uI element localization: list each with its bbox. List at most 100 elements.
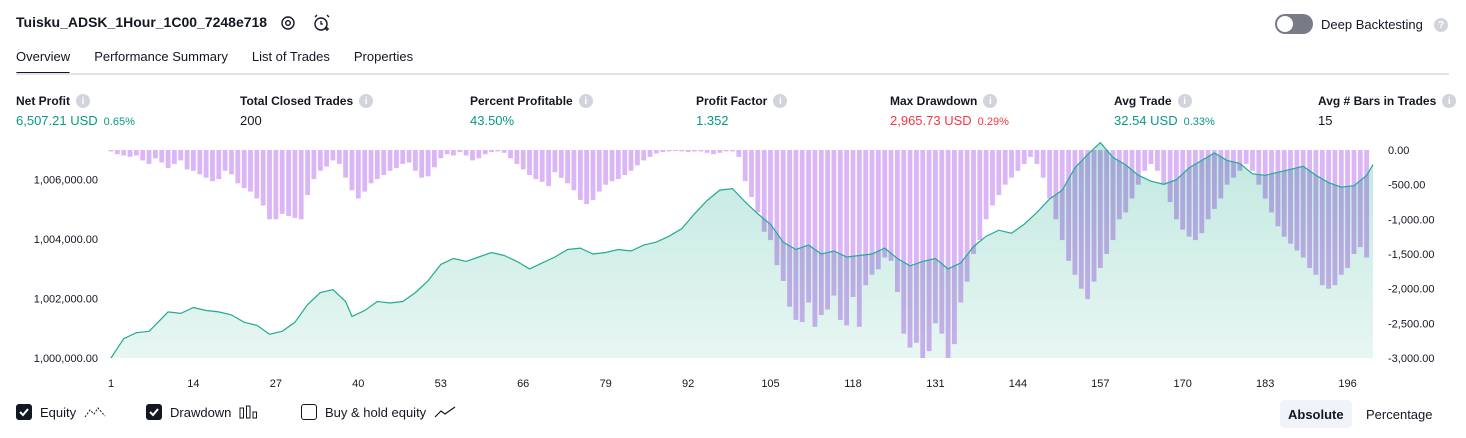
drawdown-bar [812,150,818,327]
metric-value: 15 [1318,113,1333,128]
drawdown-bar [869,150,875,275]
x-axis-tick: 118 [844,378,862,390]
drawdown-bar [584,150,590,205]
drawdown-bar [114,150,120,155]
absolute-toggle[interactable]: Absolute [1280,400,1352,428]
tabs-divider [16,73,1449,75]
drawdown-bar [1256,150,1262,185]
settings-gear-icon[interactable] [277,12,299,34]
drawdown-bar [596,150,602,192]
tab-performance-summary[interactable]: Performance Summary [94,49,228,64]
help-icon[interactable]: ? [1434,18,1448,32]
drawdown-bar [165,150,171,168]
drawdown-bar [565,150,571,184]
drawdown-bar [717,150,723,153]
drawdown-bar [413,150,418,171]
info-icon[interactable]: i [1177,94,1192,108]
drawdown-bar [907,150,913,348]
left-axis-tick: 1,000,000.00 [34,353,98,365]
drawdown-bar [197,150,203,175]
x-axis-tick: 144 [1009,378,1027,390]
tab-overview[interactable]: Overview [16,49,71,75]
info-icon[interactable]: i [1442,94,1457,108]
drawdown-checkbox[interactable] [146,404,162,420]
x-axis-tick: 14 [187,378,199,390]
drawdown-bar [780,150,786,281]
strategy-title: Tuisku_ADSK_1Hour_1C00_7248e718 [16,14,268,30]
drawdown-bar [945,150,951,358]
deep-backtesting-toggle[interactable] [1275,14,1313,34]
drawdown-bar [235,150,241,184]
metric-value: 32.54 USD [1114,113,1178,128]
drawdown-bar [552,150,558,173]
left-axis-tick: 1,002,000.00 [34,294,98,306]
x-axis-tick: 196 [1338,378,1356,390]
drawdown-bar [432,150,437,168]
right-axis-tick: -3,000.00 [1388,353,1434,365]
drawdown-bar [520,150,526,170]
drawdown-bar [121,150,127,156]
drawdown-bar [952,150,957,345]
equity-checkbox[interactable] [16,404,32,420]
metric-label: Avg # Bars in Trades [1318,94,1437,108]
info-icon[interactable]: i [773,94,788,108]
info-icon[interactable]: i [578,94,593,108]
drawdown-bar [292,150,298,218]
x-axis-tick: 157 [1091,378,1109,390]
percentage-toggle[interactable]: Percentage [1366,406,1433,422]
equity-drawdown-chart[interactable]: 1,006,000.00 1,004,000.00 1,002,000.00 1,00… [0,140,1466,398]
drawdown-bar [635,150,640,166]
drawdown-bar [692,150,697,152]
drawdown-bar [374,150,380,180]
drawdown-bar [286,150,292,216]
add-alert-icon[interactable] [311,12,333,34]
drawdown-bar [406,150,412,163]
info-icon[interactable]: i [983,94,998,108]
drawdown-bar [463,150,469,156]
info-icon[interactable]: i [359,94,374,108]
drawdown-bar [1167,150,1173,202]
drawdown-bar [558,150,564,178]
drawdown-bar [482,150,488,155]
drawdown-bar [419,150,425,178]
metric-label: Percent Profitable [470,94,573,108]
drawdown-bar [539,150,545,182]
drawdown-bar [172,150,177,164]
drawdown-bar [742,150,748,182]
legend-equity[interactable]: Equity [16,404,106,420]
tab-properties[interactable]: Properties [353,49,414,64]
metric-percent-profitable: Percent Profitable i 43.50% [470,94,593,128]
drawdown-bar [704,150,710,153]
drawdown-bar [806,150,812,303]
drawdown-bar [666,150,672,152]
drawdown-bar [863,150,869,286]
drawdown-bar [400,150,406,164]
legend-buy-hold-equity[interactable]: Buy & hold equity [301,404,456,420]
drawdown-bar [958,150,964,303]
x-axis-tick: 183 [1256,378,1274,390]
metric-value: 2,965.73 USD [890,113,972,128]
drawdown-bar [1262,150,1268,199]
drawdown-bar [793,150,799,320]
drawdown-bar [451,150,456,156]
drawdown-bar [203,150,209,178]
drawdown-bar [901,150,907,334]
info-icon[interactable]: i [76,94,90,108]
legend-drawdown[interactable]: Drawdown [146,404,259,420]
drawdown-bar [1053,150,1059,220]
drawdown-bar [768,150,773,241]
buy-hold-checkbox[interactable] [301,404,317,420]
metric-avg-bars-in-trades: Avg # Bars in Trades i 15 [1318,94,1457,128]
drawdown-bar [134,150,139,156]
drawdown-bar [1040,150,1046,178]
drawdown-bar [140,150,146,161]
drawdown-bar [330,150,336,161]
drawdown-bar [622,150,628,175]
tab-list-of-trades[interactable]: List of Trades [251,49,330,64]
metric-max-drawdown: Max Drawdown i 2,965.73 USD 0.29% [890,94,1009,128]
drawdown-bar [1015,150,1021,171]
x-axis-tick: 27 [270,378,282,390]
drawdown-bar [799,150,805,322]
x-axis-tick: 170 [1174,378,1192,390]
right-axis: 0.00 -500.00 -1,000.00 -1,500.00 -2,000.00 -2… [1388,145,1434,365]
